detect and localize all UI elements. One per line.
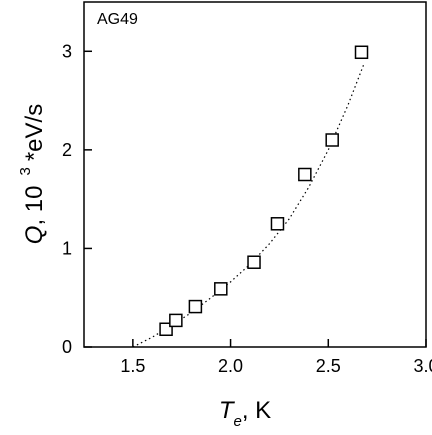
x-axis-title: Te, K	[219, 397, 271, 430]
y-tick-label: 3	[62, 41, 72, 61]
x-tick-label: 3.0	[413, 356, 432, 376]
fit-curve-group	[132, 64, 365, 348]
data-point-marker	[214, 282, 228, 296]
x-axis-title-sub: e	[233, 413, 241, 430]
ticks: 1.5 2.0 2.5 3.0 0 1 2 3	[62, 41, 432, 376]
y-axis-title-prefix: , 10	[21, 186, 48, 226]
y-tick-label: 0	[62, 337, 72, 357]
y-axis-title-main: Q	[21, 226, 48, 245]
plot-frame	[83, 1, 427, 348]
data-point-marker	[354, 45, 369, 60]
y-axis-title-unit: *eV/s	[21, 104, 48, 161]
data-point-marker	[325, 133, 339, 147]
x-tick-label: 1.5	[120, 356, 145, 376]
y-tick-label: 1	[62, 238, 72, 258]
data-point-marker	[247, 255, 261, 269]
x-axis-title-unit: , K	[242, 397, 271, 424]
data-point-marker	[270, 217, 285, 231]
data-points	[159, 45, 369, 337]
y-axis-title-exp: 3	[17, 167, 34, 175]
x-tick-label: 2.0	[218, 356, 243, 376]
y-tick-label: 2	[62, 140, 72, 160]
annotation-label: AG49	[97, 11, 138, 28]
y-axis-title: Q, 10 3 *eV/s	[17, 104, 48, 244]
data-point-marker	[169, 313, 183, 328]
x-axis-title-main: T	[219, 397, 236, 424]
svg-text:Q, 103*eV/s: Q, 10 3 *eV/s	[17, 104, 48, 244]
x-tick-label: 2.5	[316, 356, 341, 376]
fit-curve	[132, 64, 365, 348]
data-point-marker	[159, 322, 173, 337]
data-point-marker	[298, 167, 312, 182]
data-point-marker	[188, 299, 203, 314]
